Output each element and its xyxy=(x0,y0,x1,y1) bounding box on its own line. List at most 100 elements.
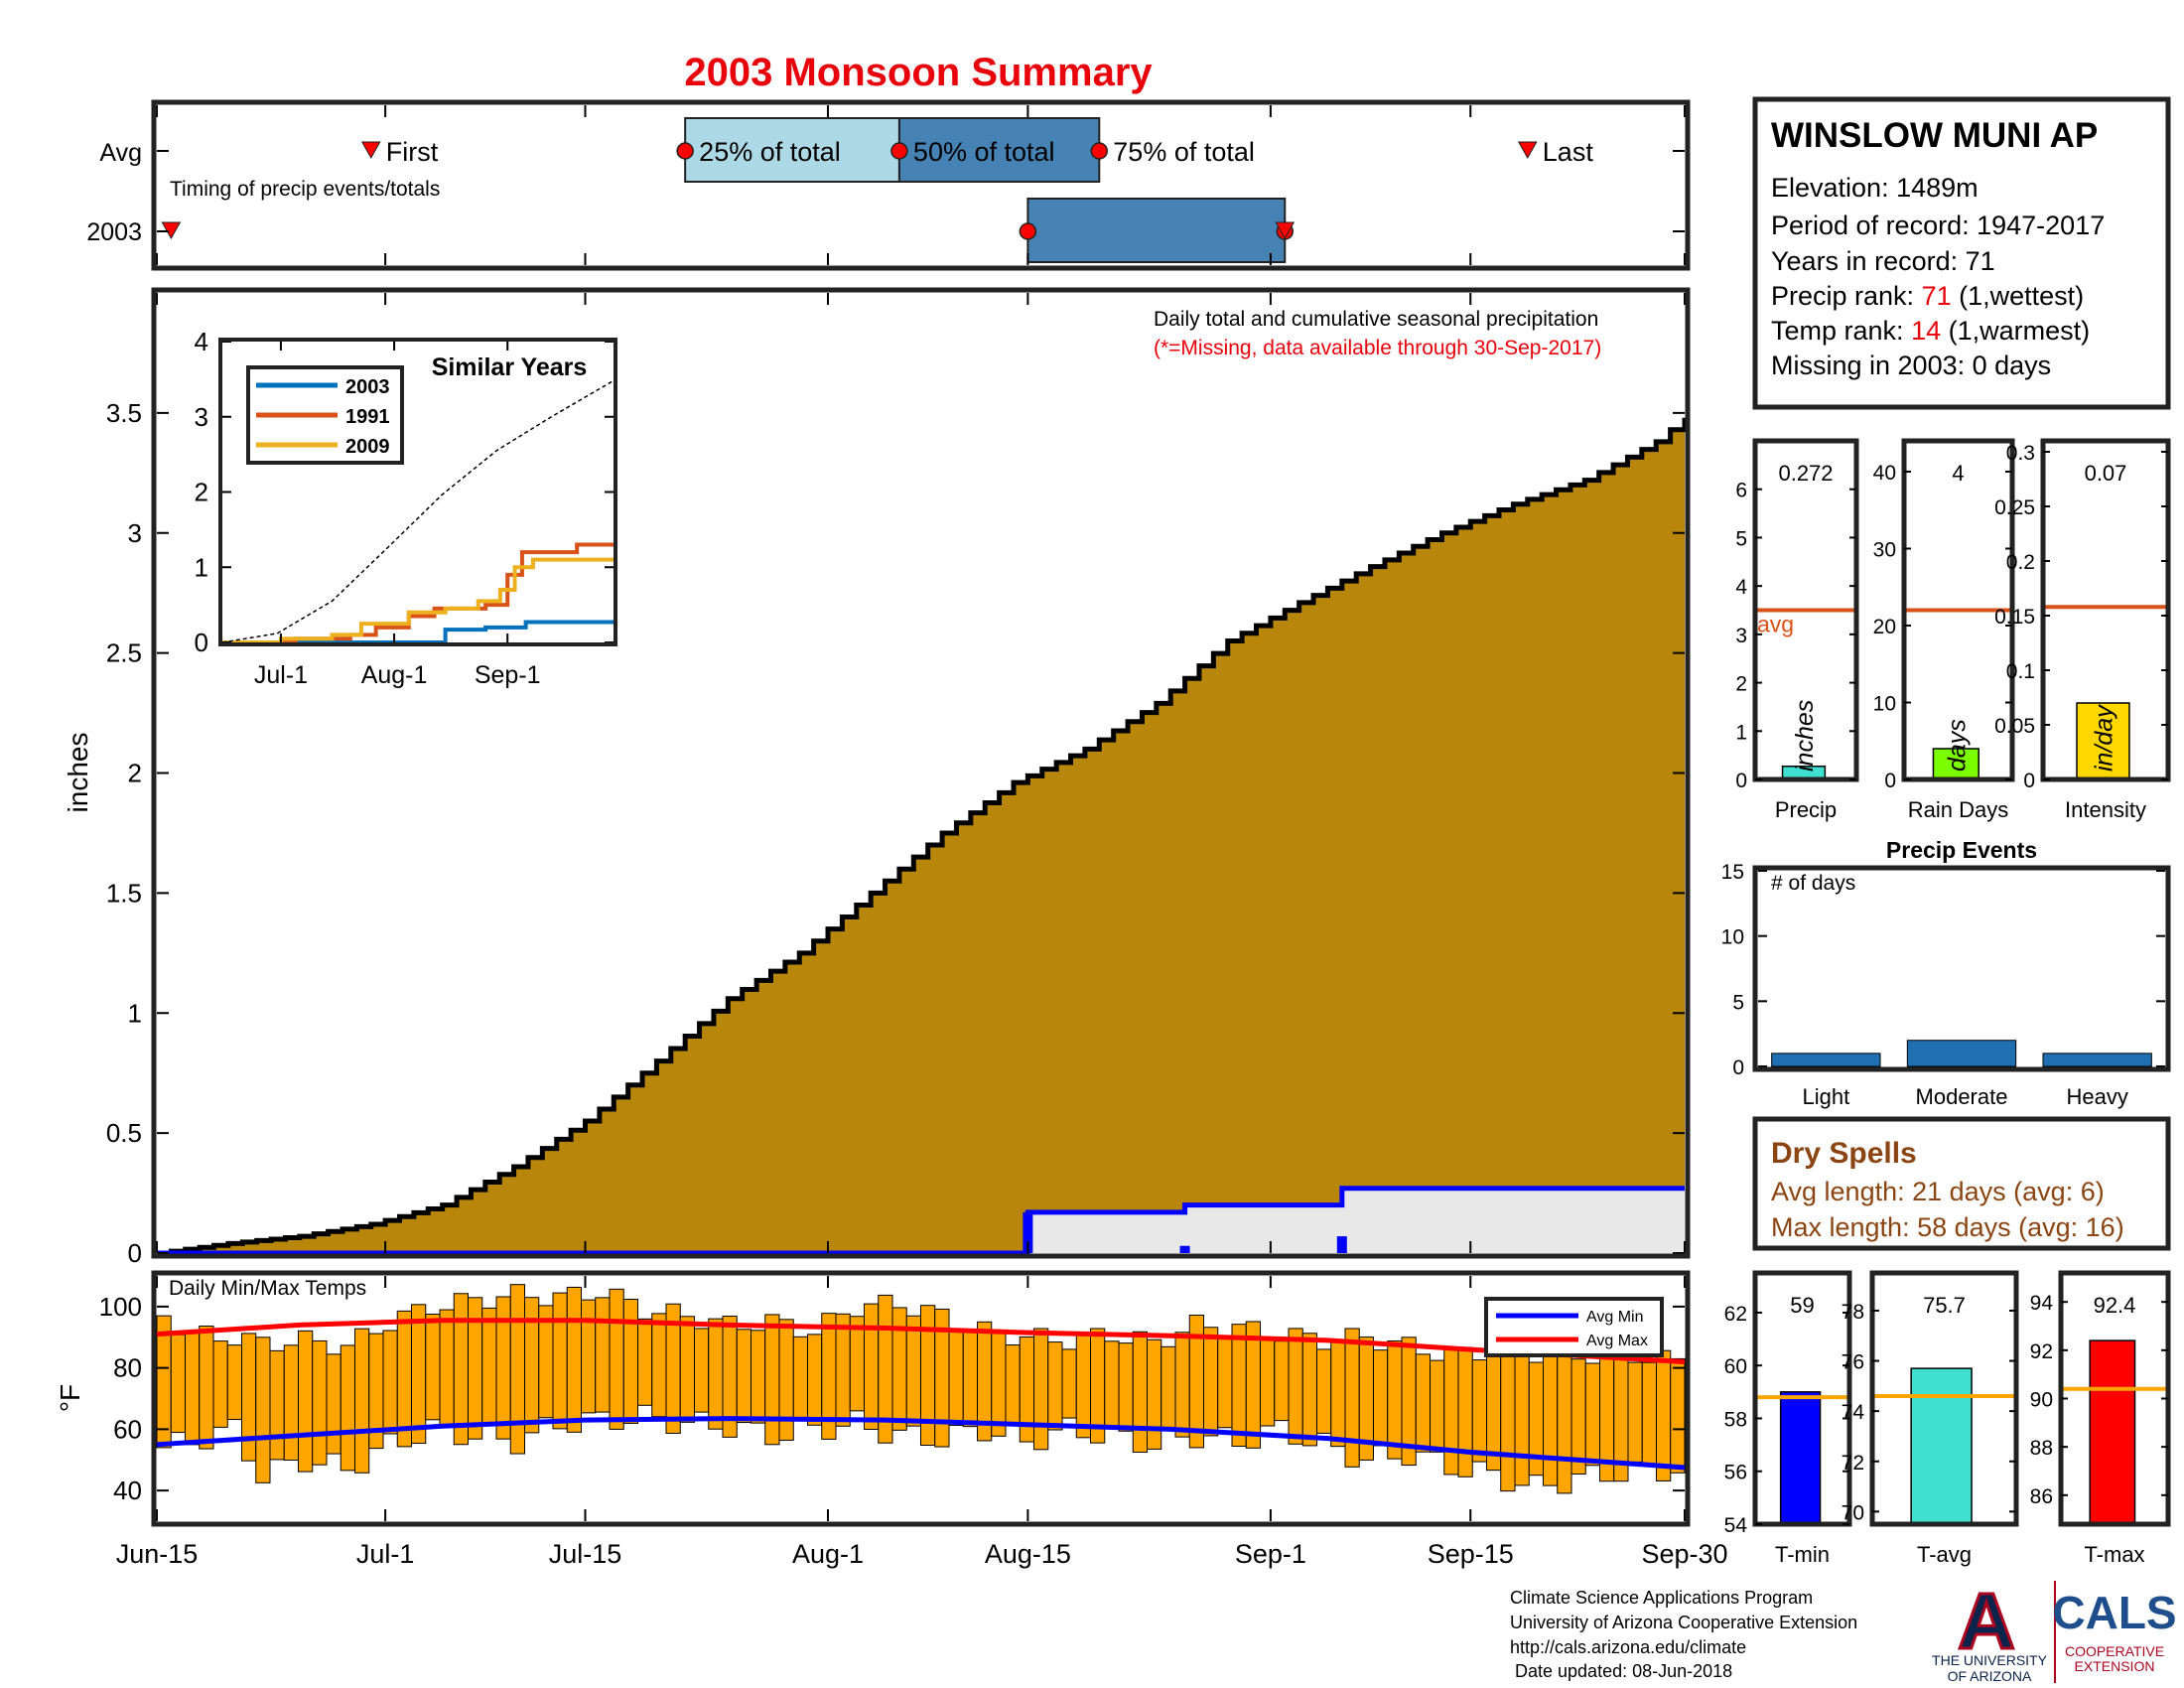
inset-ytick-label-4: 4 xyxy=(195,327,208,356)
temp-rank-value: 14 xyxy=(1911,316,1941,346)
inset-ytick-label-1: 1 xyxy=(195,552,208,582)
legend-label-1991: 1991 xyxy=(345,406,390,428)
inset-title: Similar Years xyxy=(432,353,588,381)
daily-temp-bar-50 xyxy=(864,1303,880,1430)
ua-name-line-2: OF ARIZONA xyxy=(1948,1668,2032,1684)
daily-temp-bar-49 xyxy=(849,1316,865,1412)
university-of-arizona-logo: A THE UNIVERSITY OF ARIZONA xyxy=(1932,1576,2048,1685)
date-axis-label-1: Jul-1 xyxy=(356,1539,415,1569)
footer-line-university: University of Arizona Cooperative Extens… xyxy=(1510,1613,1857,1632)
precip-stat-0-category-label: Precip xyxy=(1775,797,1837,822)
events-ytick-label-1: 5 xyxy=(1732,991,1744,1014)
precip-event-label-heavy: Heavy xyxy=(2066,1084,2127,1109)
figure-title: 2003 Monsoon Summary xyxy=(684,51,1153,94)
cals-wordmark: CALS xyxy=(2052,1587,2176,1638)
temp-stat-0-ytick-label-4: 62 xyxy=(1724,1303,1747,1326)
temperature-legend: Avg Min Avg Max xyxy=(1484,1297,1664,1357)
daily-temp-bar-82 xyxy=(1316,1348,1332,1434)
daily-temp-bar-89 xyxy=(1415,1353,1431,1453)
precip-rank-label: Precip rank: xyxy=(1771,281,1922,311)
precip-stat-0-ytick-label-1: 1 xyxy=(1735,721,1747,744)
daily-precip-bar-0 xyxy=(1023,1211,1033,1253)
precip-stat-0-value-label: 0.272 xyxy=(1778,461,1833,486)
timing-avg-25-50-bar xyxy=(684,117,900,183)
daily-temp-bar-104 xyxy=(1627,1361,1643,1463)
station-missing: Missing in 2003: 0 days xyxy=(1771,351,2051,380)
events-ytick-label-2: 10 xyxy=(1721,926,1744,949)
station-elevation: Elevation: 1489m xyxy=(1771,173,1979,203)
station-temp-rank: Temp rank: 14 (1,warmest) xyxy=(1771,316,2090,346)
daily-temp-bar-106 xyxy=(1656,1349,1672,1481)
precip-stat-0-ytick-label-6: 6 xyxy=(1735,480,1747,502)
daily-temp-bar-3 xyxy=(199,1326,214,1450)
precip-event-label-light: Light xyxy=(1802,1084,1849,1109)
precip-stat-1-frame xyxy=(1901,438,2015,782)
daily-temp-bar-4 xyxy=(212,1340,228,1428)
cum-ytick-label-2: 1 xyxy=(128,998,142,1028)
precip-event-bar-light xyxy=(1771,1053,1881,1067)
timing-panel: First 25% of total 50% of total 75% of tota… xyxy=(86,99,1691,271)
daily-temp-bar-18 xyxy=(411,1304,427,1445)
temp-stat-2-ytick-label-0: 86 xyxy=(2030,1485,2053,1508)
precip-events-frame xyxy=(1752,865,2171,1072)
temperature-title: Daily Min/Max Temps xyxy=(169,1277,366,1300)
daily-temp-bar-29 xyxy=(566,1286,582,1433)
similar-line-2009 xyxy=(222,557,614,644)
daily-temp-bar-41 xyxy=(736,1329,751,1424)
daily-temp-bar-23 xyxy=(481,1307,497,1426)
daily-temp-bar-67 xyxy=(1104,1340,1120,1428)
precip-stat-1-value-label: 4 xyxy=(1952,461,1964,486)
precip-stat-0-unit-label: inches xyxy=(1791,700,1819,772)
daily-temp-bar-48 xyxy=(835,1313,851,1427)
temp-ytick-label-1: 60 xyxy=(113,1414,142,1444)
daily-temp-bar-30 xyxy=(581,1299,597,1414)
daily-temp-bar-98 xyxy=(1543,1351,1559,1486)
dry-spells-box: Dry Spells Avg length: 21 days (avg: 6) … xyxy=(1752,1116,2171,1251)
timing-label-50: 50% of total xyxy=(913,137,1055,167)
timing-marks: First 25% of total 50% of total 75% of tota… xyxy=(156,105,1686,265)
cumulative-ylabel: inches xyxy=(63,733,93,813)
cals-sub-line-1: COOPERATIVE xyxy=(2065,1643,2164,1659)
dry-spells-max-length: Max length: 58 days (avg: 16) xyxy=(1771,1212,2124,1242)
daily-temp-bar-28 xyxy=(552,1292,568,1430)
temp-stat-0-ytick-label-3: 60 xyxy=(1724,1355,1747,1378)
timing-avg-50-marker xyxy=(890,142,908,160)
daily-temp-bar-12 xyxy=(326,1353,341,1455)
inset-xtick-label-2: Sep-1 xyxy=(475,661,541,689)
daily-temp-bar-65 xyxy=(1075,1333,1091,1439)
daily-temp-bar-71 xyxy=(1160,1345,1176,1431)
daily-temp-bar-33 xyxy=(622,1299,638,1424)
station-info-frame xyxy=(1752,96,2171,410)
station-name: WINSLOW MUNI AP xyxy=(1771,116,2098,155)
temperature-marks: 40 60 80 100 xyxy=(99,1276,1686,1521)
timing-row-label-avg: Avg xyxy=(99,139,142,167)
daily-temp-bar-31 xyxy=(595,1297,611,1413)
avg-min-line xyxy=(156,1416,1686,1471)
temp-ytick-label-0: 40 xyxy=(113,1476,142,1505)
daily-temp-bar-107 xyxy=(1670,1357,1686,1474)
similar-years-inset: 0 1 2 3 4 Jul-1 Aug-1 Sep-1 Similar Years 2003 … xyxy=(195,327,617,689)
daily-precip-bar-1 xyxy=(1179,1245,1190,1253)
timing-avg-last-marker xyxy=(1517,141,1538,160)
cals-sub-line-2: EXTENSION xyxy=(2075,1658,2155,1674)
year-cumulative-fill xyxy=(157,1188,1685,1253)
daily-temp-bar-35 xyxy=(651,1313,667,1418)
daily-temp-bar-76 xyxy=(1231,1324,1247,1447)
temp-stat-0-ytick-label-2: 58 xyxy=(1724,1408,1747,1431)
daily-temp-bar-92 xyxy=(1457,1346,1473,1477)
daily-temp-bar-56 xyxy=(948,1328,964,1426)
temp-stat-1-ytick-label-3: 76 xyxy=(1842,1351,1864,1374)
daily-temp-bar-78 xyxy=(1260,1337,1276,1427)
daily-temp-bar-72 xyxy=(1174,1332,1190,1438)
temp-stat-1-ytick-label-4: 78 xyxy=(1842,1301,1864,1324)
date-axis-label-3: Aug-1 xyxy=(792,1539,864,1569)
daily-temp-bar-95 xyxy=(1500,1340,1516,1492)
cum-ytick-label-7: 3.5 xyxy=(106,398,142,428)
daily-temp-bar-80 xyxy=(1288,1328,1303,1445)
daily-precip-bar-2 xyxy=(1336,1236,1347,1253)
daily-temp-bar-9 xyxy=(283,1344,299,1461)
precip-stat-2-ytick-label-4: 0.2 xyxy=(2006,551,2035,574)
temp-ytick-label-3: 100 xyxy=(99,1292,142,1322)
daily-temp-bar-87 xyxy=(1387,1340,1403,1460)
daily-temp-bar-105 xyxy=(1641,1361,1657,1465)
